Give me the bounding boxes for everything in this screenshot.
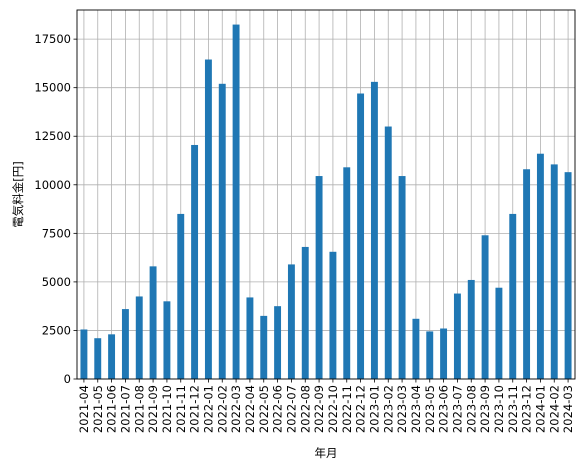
x-tick-label: 2023-09 [478,385,492,433]
y-tick-label: 5000 [42,275,71,289]
x-tick-label: 2023-07 [450,385,464,433]
x-tick-label: 2022-07 [284,385,298,433]
bar-2023-04 [412,318,420,379]
bar-2023-09 [481,235,489,379]
x-tick-label: 2023-02 [381,385,395,433]
x-tick-label: 2021-06 [105,385,119,433]
x-tick-label: 2022-08 [298,385,312,433]
bar-2021-12 [191,144,199,379]
bar-2021-09 [149,266,157,379]
y-tick-label: 2500 [42,323,71,337]
x-tick-label: 2022-02 [215,385,229,433]
bar-2024-03 [564,172,572,379]
x-tick-label: 2023-05 [423,385,437,433]
bar-2023-05 [426,331,434,379]
bar-2024-02 [550,164,558,379]
bar-2021-08 [135,296,143,379]
x-tick-label: 2023-12 [520,385,534,433]
x-tick-label: 2023-04 [409,385,423,433]
axis-ticks: 0 2500 5000 7500 10000 12500 15000 17500 2021-04… [34,32,575,433]
x-tick-label: 2021-04 [77,385,91,433]
bar-2023-11 [509,213,517,379]
bar-2023-06 [440,328,448,379]
bars [80,24,572,380]
x-tick-label: 2023-03 [395,385,409,433]
bar-2021-10 [163,301,171,379]
x-tick-label: 2021-12 [188,385,202,433]
x-tick-label: 2023-08 [464,385,478,433]
x-axis-label: 年月 [315,446,338,460]
bar-2022-03 [232,24,240,379]
bar-2022-06 [274,306,282,379]
bar-2023-08 [467,279,475,379]
bar-2023-03 [398,176,406,379]
y-tick-label: 0 [64,372,71,386]
y-tick-label: 10000 [34,178,71,192]
bar-2023-01 [370,81,378,379]
bar-2023-02 [384,126,392,380]
bar-2023-10 [495,287,503,379]
bar-2022-04 [246,297,254,379]
bar-2023-07 [453,293,461,379]
bar-2021-06 [108,334,116,379]
x-tick-label: 2022-01 [201,385,215,433]
x-tick-label: 2022-06 [271,385,285,433]
x-tick-label: 2023-01 [367,385,381,433]
x-tick-label: 2022-11 [340,385,354,433]
y-tick-label: 12500 [34,129,71,143]
bar-2022-07 [287,264,295,379]
x-tick-label: 2024-03 [561,385,575,433]
y-tick-label: 17500 [34,32,71,46]
x-tick-label: 2021-11 [174,385,188,433]
bar-2021-05 [94,338,102,379]
x-tick-label: 2023-11 [506,385,520,433]
bar-2022-11 [343,167,351,379]
bar-2021-11 [177,213,185,379]
bar-2022-02 [218,83,226,380]
x-tick-label: 2021-05 [91,385,105,433]
plot-frame [76,9,576,380]
x-tick-label: 2022-09 [312,385,326,433]
x-tick-label: 2022-03 [229,385,243,433]
x-tick-label: 2021-07 [118,385,132,433]
bar-2022-08 [301,246,309,379]
y-axis-label: 電気料金[円] [11,161,25,227]
bar-2021-04 [80,329,88,379]
bar-2024-01 [536,153,544,379]
bar-2022-01 [204,59,212,380]
x-tick-label: 2021-10 [160,385,174,433]
x-tick-label: 2022-04 [243,385,257,433]
y-tick-label: 7500 [42,226,71,240]
x-tick-label: 2022-12 [354,385,368,433]
bar-2022-12 [357,93,365,379]
x-tick-label: 2022-10 [326,385,340,433]
bar-2021-07 [121,309,129,379]
x-tick-label: 2021-08 [132,385,146,433]
bar-2022-09 [315,176,323,379]
x-tick-label: 2023-10 [492,385,506,433]
bar-2023-12 [523,169,531,379]
bar-2022-10 [329,251,337,379]
bar-2022-05 [260,315,268,379]
x-tick-label: 2024-01 [533,385,547,433]
x-tick-label: 2022-05 [257,385,271,433]
x-tick-label: 2021-09 [146,385,160,433]
y-tick-label: 15000 [34,81,71,95]
x-tick-label: 2024-02 [547,385,561,433]
x-tick-label: 2023-06 [437,385,451,433]
